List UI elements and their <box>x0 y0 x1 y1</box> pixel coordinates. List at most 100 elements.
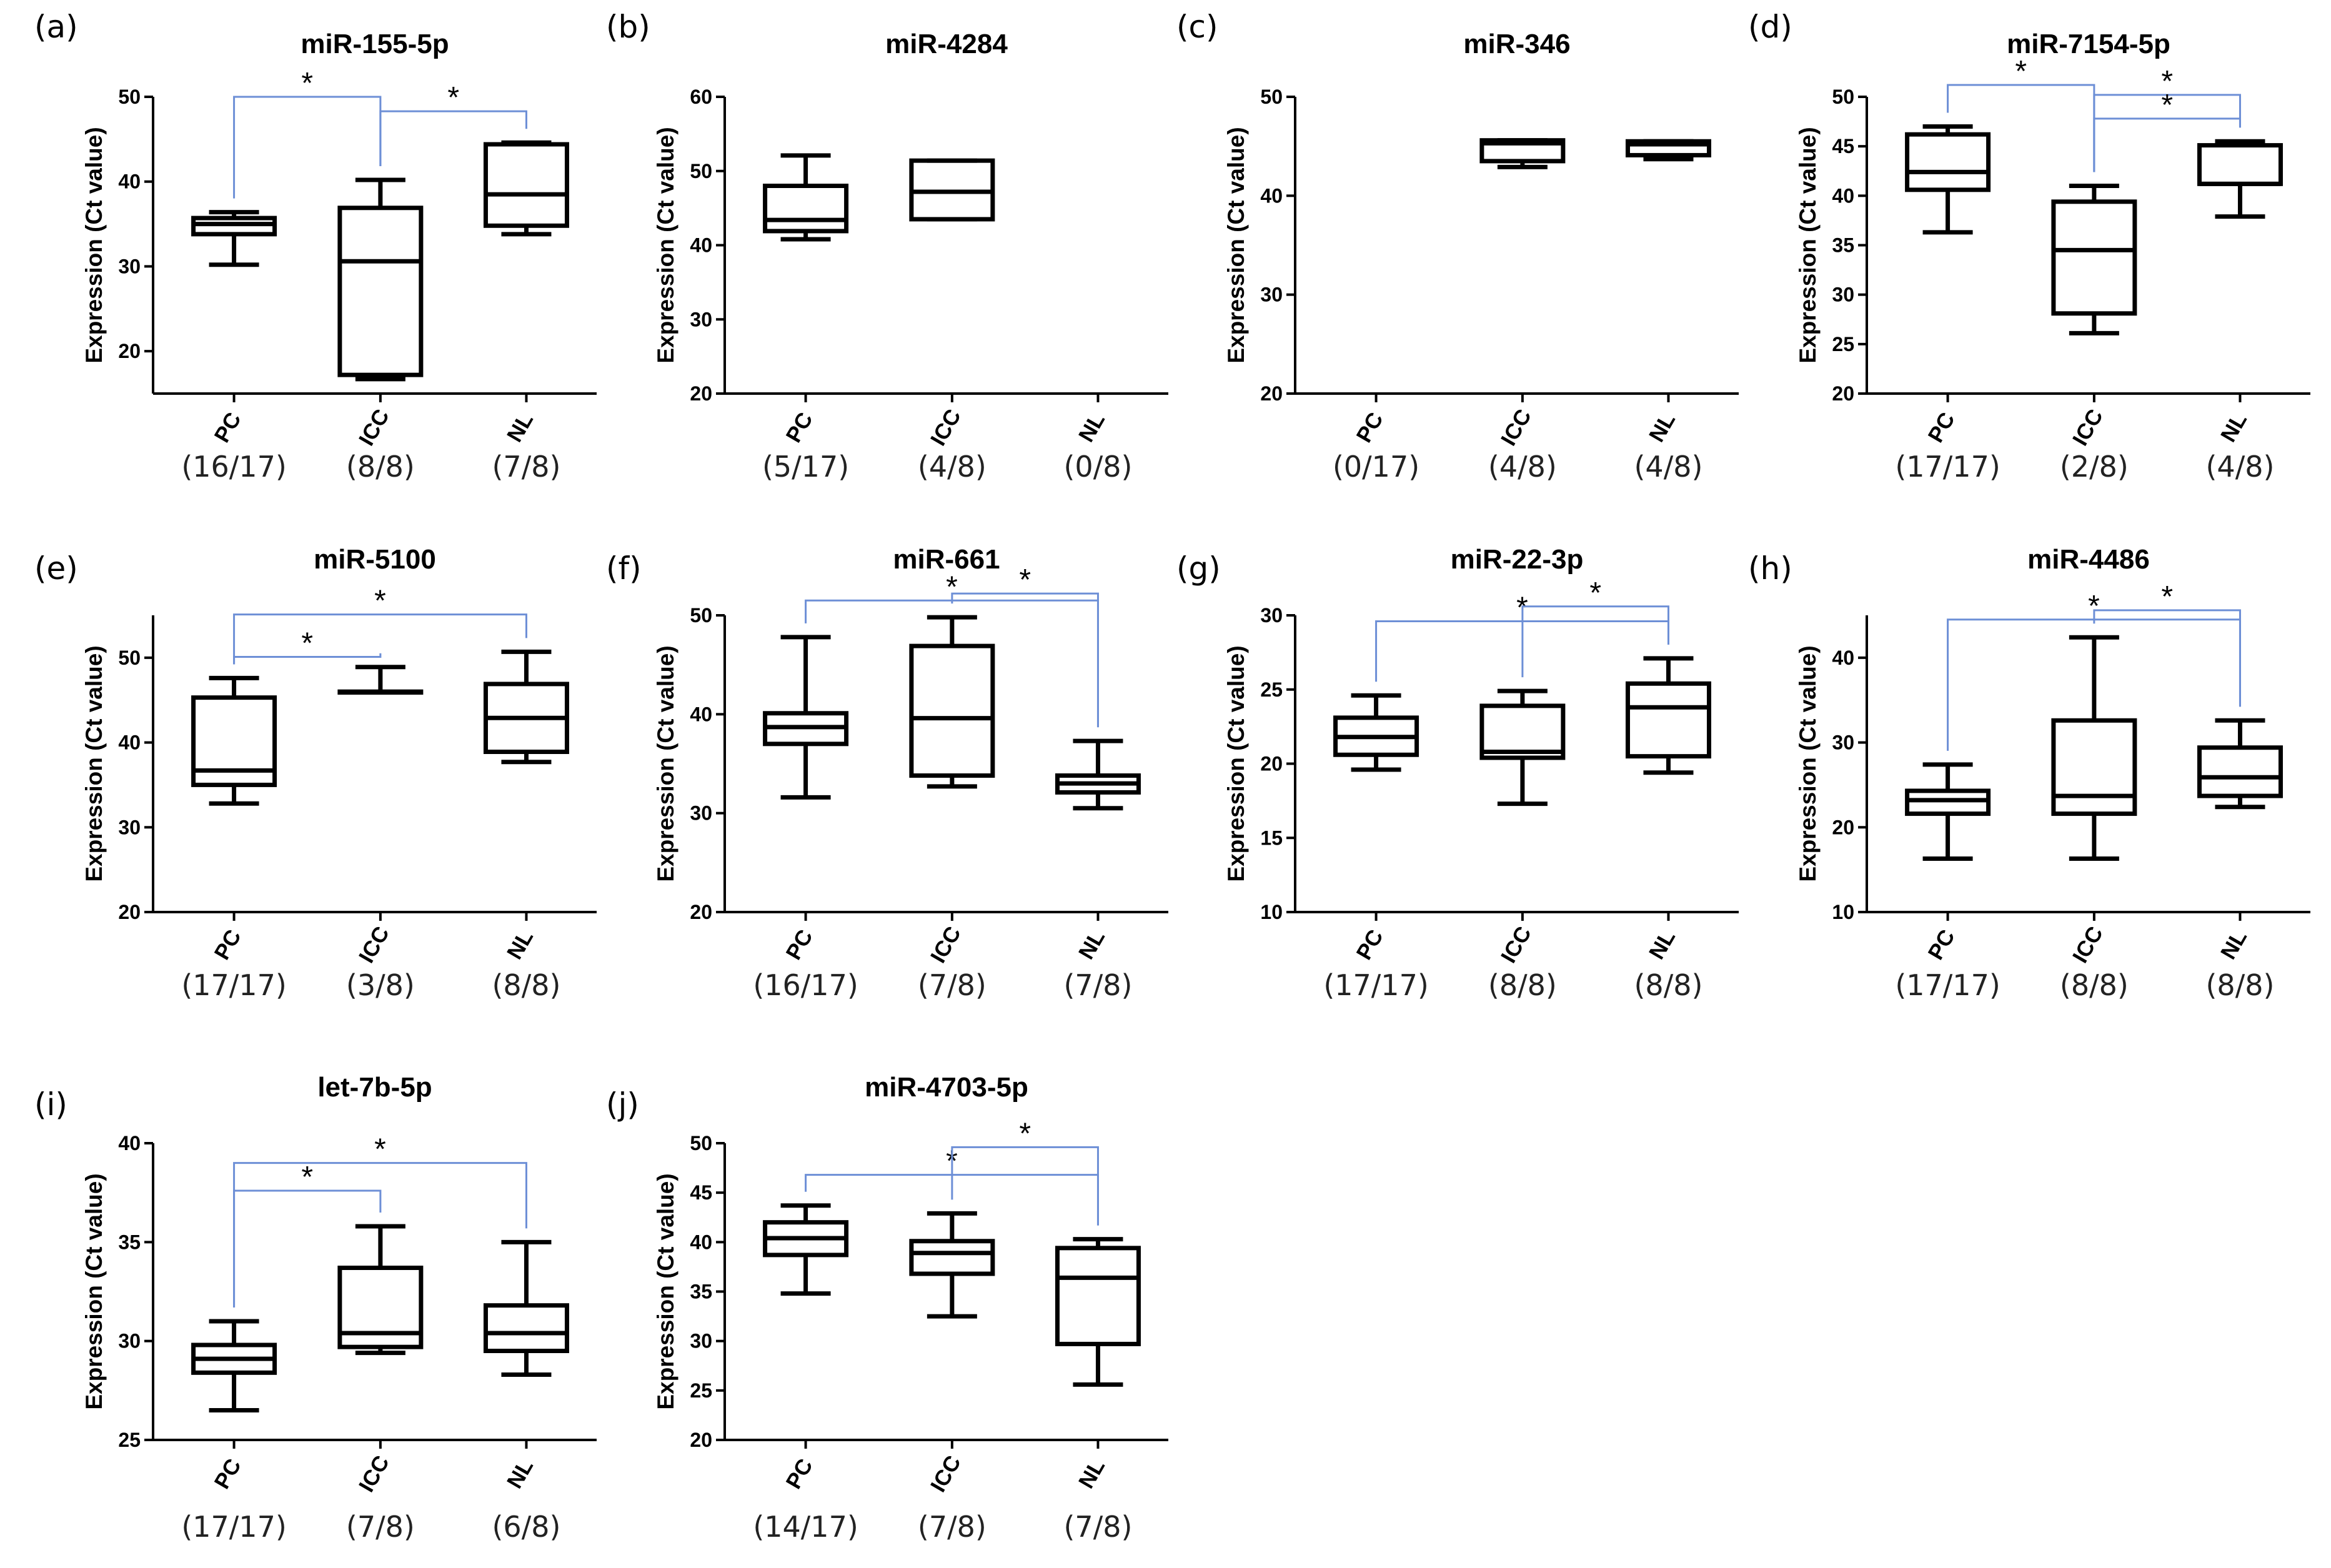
box-NL <box>483 649 569 765</box>
panel-label: (b) <box>606 9 650 45</box>
box-PC <box>1905 124 1991 235</box>
iqr-box <box>2197 143 2283 186</box>
significance-bracket: * <box>233 1133 527 1307</box>
panel-label: (e) <box>34 550 78 587</box>
sample-count: (8/8) <box>1634 968 1702 1002</box>
y-tick-label: 25 <box>118 1429 141 1451</box>
x-tick-label: ICC <box>926 405 966 450</box>
significance-bracket: * <box>951 563 1099 728</box>
x-tick-label: NL <box>1074 926 1110 963</box>
sample-count: (14/17) <box>753 1510 858 1544</box>
x-tick-label: NL <box>502 926 538 963</box>
panel-f: (f) miR-661 Expression (Ct value) 20 30 40 50 P… <box>606 544 1168 1002</box>
panel-g: (g) miR-22-3p Expression (Ct value) 10 15 20 2… <box>1176 544 1739 1002</box>
bracket-line <box>233 1162 527 1307</box>
sample-count: (8/8) <box>2205 968 2274 1002</box>
y-tick-label: 40 <box>118 171 141 193</box>
sample-count: (8/8) <box>2060 968 2129 1002</box>
significance-star: * <box>2015 55 2027 88</box>
x-tick-label: ICC <box>354 405 394 450</box>
y-tick-label: 30 <box>690 1330 712 1352</box>
bracket-line <box>951 1146 1099 1226</box>
bracket-line <box>2093 609 2241 707</box>
bracket-line <box>379 110 527 166</box>
y-axis-label: Expression (Ct value) <box>81 127 107 363</box>
iqr-box <box>909 643 995 778</box>
x-tick-label: ICC <box>926 1451 966 1496</box>
panel-i: (i) let-7b-5p Expression (Ct value) 25 30 35 4… <box>34 1072 597 1544</box>
x-tick-label: NL <box>1074 409 1110 446</box>
y-tick-label: 30 <box>118 816 141 838</box>
x-tick-label: PC <box>210 1454 246 1493</box>
x-tick-label: PC <box>210 925 246 964</box>
panel-h: (h) miR-4486 Expression (Ct value) 10 20 30 40… <box>1748 544 2310 1002</box>
y-tick-label: 40 <box>1832 184 1854 207</box>
y-axis-label: Expression (Ct value) <box>653 127 678 363</box>
panel-label: (g) <box>1176 550 1221 587</box>
y-tick-label: 30 <box>690 802 712 825</box>
chart-title: miR-5100 <box>314 544 436 575</box>
y-axis-label: Expression (Ct value) <box>81 645 107 881</box>
y-tick-label: 50 <box>1832 86 1854 108</box>
chart-title: miR-155-5p <box>301 29 449 59</box>
iqr-box <box>2051 199 2137 316</box>
y-tick-label: 25 <box>1832 333 1854 355</box>
sample-count: (17/17) <box>1895 450 2000 484</box>
x-tick-label: PC <box>782 925 818 964</box>
bracket-line <box>233 1189 382 1307</box>
x-tick-label: ICC <box>1496 922 1536 967</box>
bracket-line <box>2093 117 2241 172</box>
sample-count: (0/8) <box>1063 450 1132 484</box>
x-tick-label: NL <box>2216 926 2252 963</box>
box-ICC <box>1479 138 1566 169</box>
significance-star: * <box>374 585 386 618</box>
significance-star: * <box>1019 563 1031 597</box>
box-PC <box>1905 762 1991 861</box>
significance-star: * <box>374 1133 386 1166</box>
y-axis-label: Expression (Ct value) <box>81 1173 107 1409</box>
iqr-box <box>1479 703 1566 760</box>
y-axis-label: Expression (Ct value) <box>1223 127 1249 363</box>
x-tick-label: NL <box>502 1455 538 1492</box>
y-tick-label: 30 <box>118 255 141 277</box>
box-ICC <box>909 615 995 789</box>
x-tick-label: PC <box>1924 408 1960 447</box>
x-tick-label: ICC <box>354 922 394 967</box>
y-tick-label: 30 <box>1832 284 1854 306</box>
y-tick-label: 50 <box>118 86 141 108</box>
y-tick-label: 10 <box>1260 901 1283 923</box>
y-tick-label: 30 <box>118 1330 141 1352</box>
significance-bracket: * <box>233 627 382 665</box>
y-axis-label: Expression (Ct value) <box>653 645 678 881</box>
box-NL <box>1055 738 1141 811</box>
chart-title: miR-4703-5p <box>865 1072 1028 1103</box>
box-PC <box>763 153 849 242</box>
sample-count: (3/8) <box>346 968 415 1002</box>
y-tick-label: 30 <box>1832 732 1854 754</box>
iqr-box <box>2051 718 2137 816</box>
significance-bracket: * <box>233 585 527 665</box>
y-tick-label: 40 <box>690 703 712 725</box>
y-tick-label: 20 <box>690 382 712 405</box>
significance-bracket: * <box>1947 55 2095 172</box>
panel-label: (j) <box>606 1086 639 1123</box>
y-tick-label: 45 <box>1832 135 1854 157</box>
iqr-box <box>483 1303 569 1354</box>
y-tick-label: 30 <box>690 308 712 330</box>
y-tick-label: 20 <box>1832 816 1854 838</box>
y-tick-label: 50 <box>118 647 141 669</box>
significance-star: * <box>2161 65 2173 98</box>
y-tick-label: 20 <box>118 901 141 923</box>
box-NL <box>483 1239 569 1377</box>
iqr-box <box>337 206 424 377</box>
x-tick-label: PC <box>782 1454 818 1493</box>
box-ICC <box>337 1224 424 1356</box>
panel-label: (a) <box>34 9 78 45</box>
sample-count: (0/17) <box>1333 450 1419 484</box>
bracket-line <box>233 613 527 665</box>
significance-bracket: * <box>2093 89 2241 172</box>
box-NL <box>1055 1237 1141 1387</box>
box-ICC <box>1479 688 1566 806</box>
x-tick-label: PC <box>210 408 246 447</box>
